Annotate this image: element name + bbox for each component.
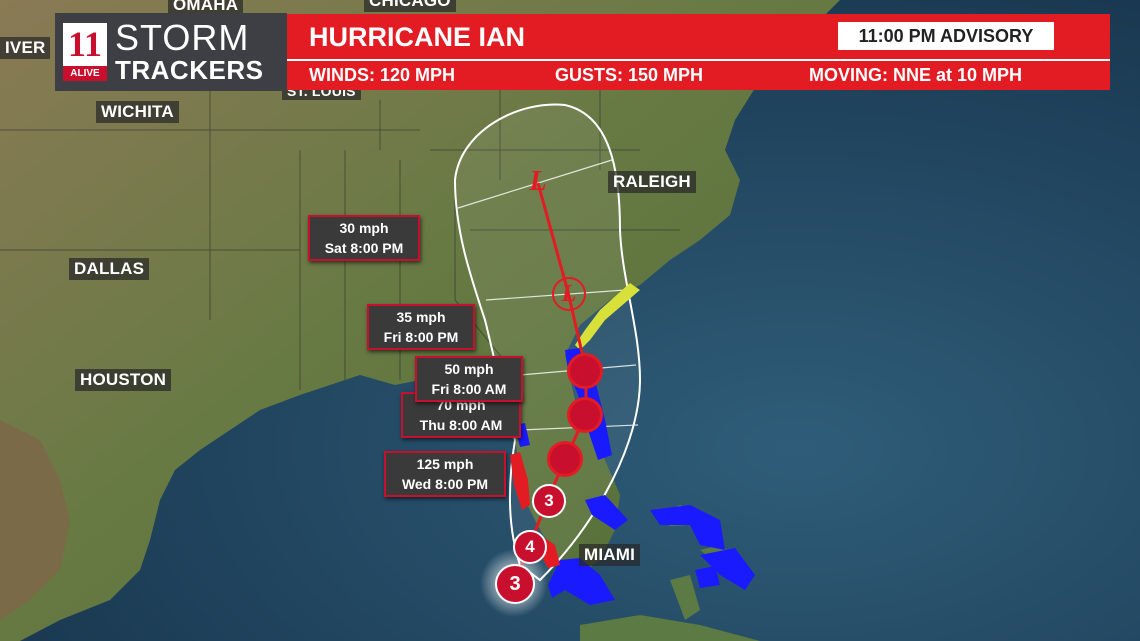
- forecast-time: Thu 8:00 AM: [419, 417, 503, 433]
- track-marker-ts-wed-am: [550, 444, 580, 474]
- forecast-wind: 125 mph: [416, 456, 474, 472]
- forecast-box-wed: 125 mph Wed 8:00 PM: [384, 451, 506, 497]
- storm-trackers-logo: 11 ALIVE STORM TRACKERS: [55, 13, 287, 91]
- station-logo-mark: 11 ALIVE: [63, 23, 107, 81]
- track-marker-l-sat: L: [529, 166, 547, 197]
- landmass-mexico: [0, 420, 70, 620]
- track-marker-current-cat3: 3: [495, 564, 535, 604]
- forecast-time: Fri 8:00 PM: [383, 329, 459, 345]
- warning-blue-bahamas-3: [695, 566, 720, 588]
- gusts-stat: GUSTS: 150 MPH: [555, 65, 704, 85]
- warning-blue-bahamas-2: [700, 548, 755, 590]
- banner-divider: [287, 59, 1110, 61]
- forecast-wind: 35 mph: [396, 309, 446, 325]
- moving-stat: MOVING: NNE at 10 MPH: [809, 65, 1023, 85]
- warning-red-west-coast: [510, 452, 530, 510]
- city-label-denver: IVER: [0, 37, 51, 59]
- forecast-time: Fri 8:00 AM: [431, 381, 507, 397]
- city-label-chicago: CHICAGO: [364, 0, 456, 12]
- forecast-box-sat: 30 mph Sat 8:00 PM: [308, 215, 420, 261]
- track-marker-ts-fri-am: [570, 356, 600, 386]
- landmass-cuba: [580, 615, 760, 641]
- city-label-omaha: OMAHA: [168, 0, 244, 16]
- forecast-wind: 50 mph: [444, 361, 494, 377]
- forecast-time: Wed 8:00 PM: [401, 476, 489, 492]
- hurricane-warning-blue-south: [548, 558, 615, 605]
- forecast-time: Sat 8:00 PM: [324, 240, 404, 256]
- warning-blue-keys: [585, 495, 628, 530]
- city-label-miami: MIAMI: [579, 544, 641, 566]
- city-label-houston: HOUSTON: [75, 369, 172, 391]
- storm-name: HURRICANE IAN: [309, 22, 525, 52]
- track-marker-cat3-wed: 3: [532, 484, 566, 518]
- logo-trackers-text: TRACKERS: [115, 55, 264, 85]
- track-marker-l-fri-pm: L: [552, 277, 586, 311]
- winds-stat: WINDS: 120 MPH: [309, 65, 456, 85]
- warning-blue-bahamas-1: [650, 505, 725, 550]
- storm-info-banner: HURRICANE IAN 11:00 PM ADVISORY WINDS: 1…: [287, 14, 1110, 90]
- state-borders: [0, 90, 680, 390]
- tropical-storm-watch-yellow: [575, 283, 640, 350]
- station-number: 11: [67, 24, 102, 64]
- track-marker-cat4: 4: [513, 530, 547, 564]
- track-marker-ts-thu: [570, 400, 600, 430]
- forecast-wind: 30 mph: [339, 220, 389, 236]
- city-label-raleigh: RALEIGH: [608, 171, 696, 193]
- city-label-dallas: DALLAS: [69, 258, 150, 280]
- advisory-time: 11:00 PM ADVISORY: [838, 22, 1054, 50]
- forecast-box-fri-am: 50 mph Fri 8:00 AM: [415, 356, 523, 402]
- forecast-box-fri-pm: 35 mph Fri 8:00 PM: [367, 304, 475, 350]
- logo-storm-text: STORM: [115, 17, 250, 58]
- landmass-bahamas: [660, 505, 740, 620]
- station-name: ALIVE: [63, 66, 107, 81]
- city-label-wichita: WICHITA: [96, 101, 179, 123]
